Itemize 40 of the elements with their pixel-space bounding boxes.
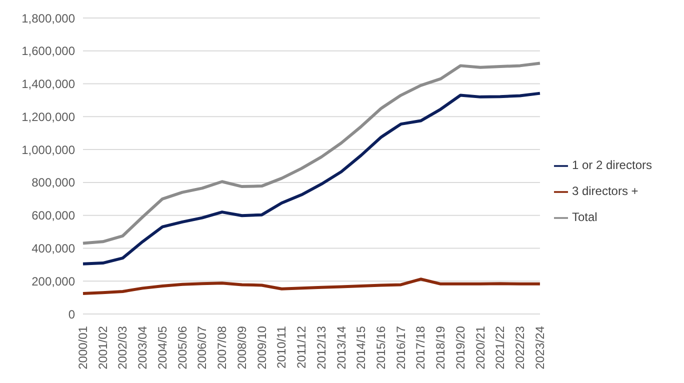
x-tick-label: 2019/20 [453,326,468,370]
x-tick-label: 2009/10 [254,326,269,370]
y-tick-label: 1,600,000 [22,44,76,58]
x-tick-label: 2006/07 [195,326,210,370]
x-tick-label: 2004/05 [155,326,170,370]
x-tick-label: 2020/21 [473,326,488,370]
x-tick-label: 2023/24 [532,326,547,370]
line-series [82,62,542,245]
y-tick-label: 400,000 [32,241,76,256]
line-series [82,92,542,266]
x-tick-label: 2017/18 [414,326,428,370]
x-tick-label: 2005/06 [175,326,190,370]
y-tick-label: 200,000 [32,274,76,288]
legend-label: 1 or 2 directors [572,158,652,172]
y-tick-label: 1,800,000 [22,11,76,26]
x-tick-label: 2014/15 [354,326,368,370]
y-tick-label: 0 [68,307,76,322]
y-tick-label: 800,000 [32,176,76,190]
x-tick-label: 2001/02 [96,326,110,370]
line-series [82,278,542,295]
legend-label: 3 directors + [572,184,638,198]
x-tick-label: 2015/16 [374,326,388,370]
x-tick-label: 2022/23 [513,326,528,370]
y-tick-label: 1,400,000 [22,77,76,92]
y-tick-label: 600,000 [32,208,76,223]
x-tick-label: 2016/17 [394,326,408,370]
x-tick-label: 2011/12 [294,326,309,368]
x-tick-label: 2012/13 [314,326,328,370]
y-tick-label: 1,000,000 [22,142,76,157]
x-tick-label: 2000/01 [76,326,90,370]
y-tick-label: 1,200,000 [22,110,76,124]
x-tick-label: 2021/22 [493,326,508,370]
x-tick-label: 2003/04 [136,326,150,370]
x-tick-label: 2002/03 [116,326,130,370]
legend-label: Total [572,210,598,224]
x-tick-label: 2007/08 [215,326,230,370]
x-tick-label: 2018/19 [434,326,448,370]
x-tick-label: 2013/14 [334,326,348,370]
x-tick-label: 2008/09 [234,326,249,370]
x-tick-label: 2010/11 [274,326,289,368]
